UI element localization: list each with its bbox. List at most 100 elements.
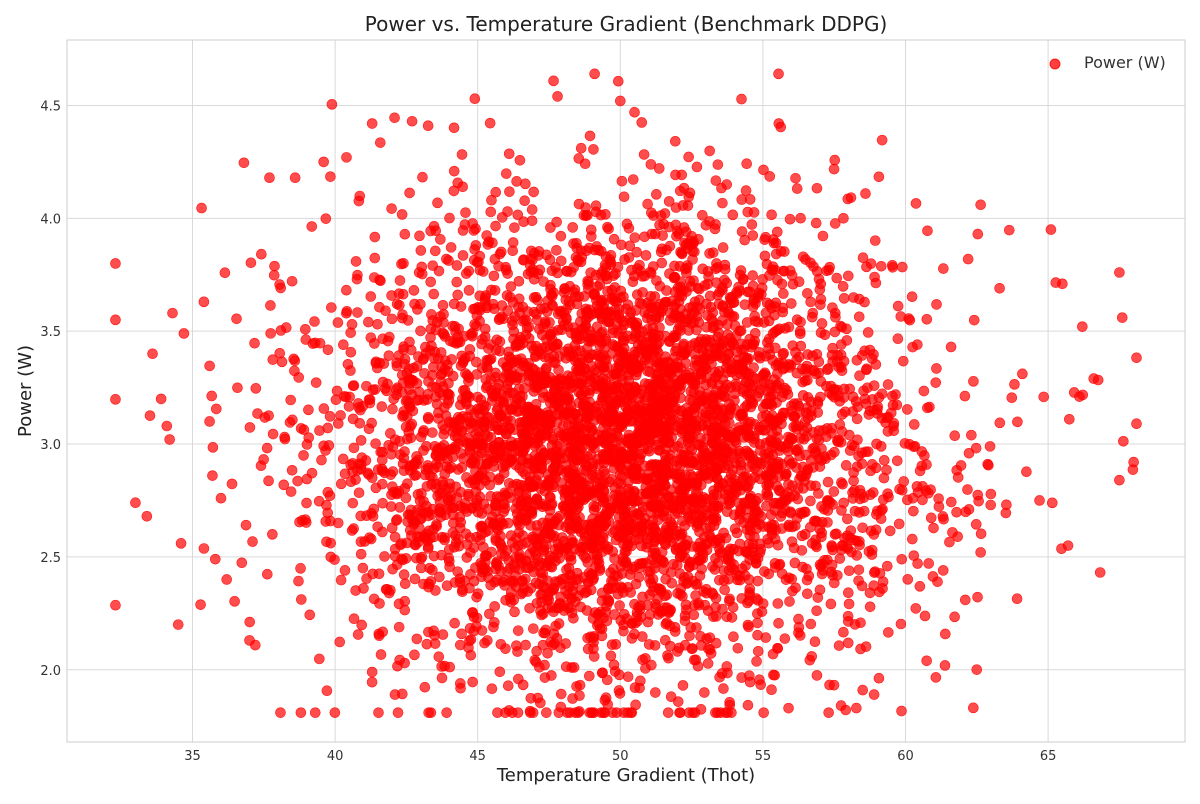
scatter-point bbox=[463, 412, 473, 422]
scatter-point bbox=[623, 672, 633, 682]
scatter-point bbox=[296, 708, 306, 718]
scatter-point bbox=[336, 575, 346, 585]
scatter-point bbox=[205, 416, 215, 426]
scatter-point bbox=[497, 301, 507, 311]
scatter-point bbox=[590, 69, 600, 79]
scatter-point bbox=[653, 594, 663, 604]
scatter-point bbox=[908, 342, 918, 352]
scatter-point bbox=[694, 356, 704, 366]
scatter-point bbox=[262, 443, 272, 453]
scatter-point bbox=[805, 496, 815, 506]
scatter-point bbox=[358, 563, 368, 573]
scatter-point bbox=[663, 463, 673, 473]
scatter-point bbox=[526, 246, 536, 256]
scatter-point bbox=[940, 660, 950, 670]
scatter-point bbox=[748, 231, 758, 241]
scatter-point bbox=[513, 210, 523, 220]
scatter-point bbox=[835, 420, 845, 430]
scatter-point bbox=[466, 441, 476, 451]
scatter-point bbox=[680, 611, 690, 621]
scatter-point bbox=[934, 502, 944, 512]
scatter-point bbox=[854, 312, 864, 322]
scatter-point bbox=[725, 697, 735, 707]
scatter-point bbox=[728, 210, 738, 220]
scatter-point bbox=[773, 598, 783, 608]
scatter-point bbox=[434, 572, 444, 582]
scatter-point bbox=[623, 383, 633, 393]
scatter-point bbox=[735, 286, 745, 296]
scatter-point bbox=[671, 220, 681, 230]
scatter-point bbox=[646, 291, 656, 301]
scatter-point bbox=[374, 302, 384, 312]
scatter-point bbox=[551, 245, 561, 255]
scatter-point bbox=[684, 497, 694, 507]
scatter-point bbox=[858, 523, 868, 533]
scatter-point bbox=[488, 622, 498, 632]
scatter-point bbox=[1047, 498, 1057, 508]
scatter-point bbox=[444, 256, 454, 266]
scatter-point bbox=[353, 630, 363, 640]
scatter-point bbox=[265, 300, 275, 310]
scatter-point bbox=[568, 376, 578, 386]
scatter-point bbox=[307, 222, 317, 232]
scatter-point bbox=[332, 386, 342, 396]
scatter-point bbox=[457, 587, 467, 597]
scatter-point bbox=[701, 220, 711, 230]
scatter-point bbox=[566, 401, 576, 411]
scatter-point bbox=[714, 460, 724, 470]
scatter-point bbox=[471, 621, 481, 631]
scatter-point bbox=[524, 367, 534, 377]
scatter-point bbox=[606, 257, 616, 267]
scatter-point bbox=[412, 634, 422, 644]
scatter-point bbox=[728, 632, 738, 642]
scatter-point bbox=[621, 362, 631, 372]
scatter-point bbox=[493, 475, 503, 485]
scatter-point bbox=[848, 407, 858, 417]
scatter-point bbox=[375, 138, 385, 148]
scatter-point bbox=[848, 488, 858, 498]
scatter-point bbox=[778, 408, 788, 418]
scatter-point bbox=[854, 507, 864, 517]
scatter-point bbox=[737, 564, 747, 574]
scatter-point bbox=[550, 376, 560, 386]
scatter-point bbox=[707, 399, 717, 409]
scatter-point bbox=[520, 179, 530, 189]
scatter-point bbox=[541, 250, 551, 260]
scatter-point bbox=[501, 262, 511, 272]
scatter-point bbox=[457, 463, 467, 473]
scatter-point bbox=[618, 587, 628, 597]
scatter-point bbox=[610, 305, 620, 315]
scatter-point bbox=[731, 364, 741, 374]
scatter-point bbox=[491, 221, 501, 231]
scatter-point bbox=[754, 347, 764, 357]
scatter-point bbox=[909, 551, 919, 561]
scatter-point bbox=[232, 383, 242, 393]
scatter-point bbox=[764, 316, 774, 326]
scatter-point bbox=[548, 640, 558, 650]
scatter-point bbox=[816, 294, 826, 304]
scatter-point bbox=[862, 364, 872, 374]
scatter-point bbox=[666, 416, 676, 426]
scatter-point bbox=[391, 516, 401, 526]
scatter-point bbox=[872, 506, 882, 516]
scatter-point bbox=[543, 592, 553, 602]
scatter-point bbox=[529, 267, 539, 277]
scatter-point bbox=[854, 565, 864, 575]
scatter-point bbox=[740, 300, 750, 310]
scatter-point bbox=[796, 213, 806, 223]
scatter-point bbox=[449, 299, 459, 309]
scatter-point bbox=[684, 152, 694, 162]
scatter-point bbox=[624, 484, 634, 494]
scatter-point bbox=[806, 481, 816, 491]
scatter-point bbox=[922, 403, 932, 413]
scatter-point bbox=[670, 136, 680, 146]
scatter-point bbox=[782, 495, 792, 505]
scatter-point bbox=[417, 269, 427, 279]
scatter-point bbox=[366, 534, 376, 544]
scatter-point bbox=[682, 287, 692, 297]
scatter-point bbox=[865, 406, 875, 416]
scatter-point bbox=[296, 595, 306, 605]
scatter-point bbox=[473, 257, 483, 267]
scatter-point bbox=[607, 294, 617, 304]
scatter-point bbox=[531, 292, 541, 302]
